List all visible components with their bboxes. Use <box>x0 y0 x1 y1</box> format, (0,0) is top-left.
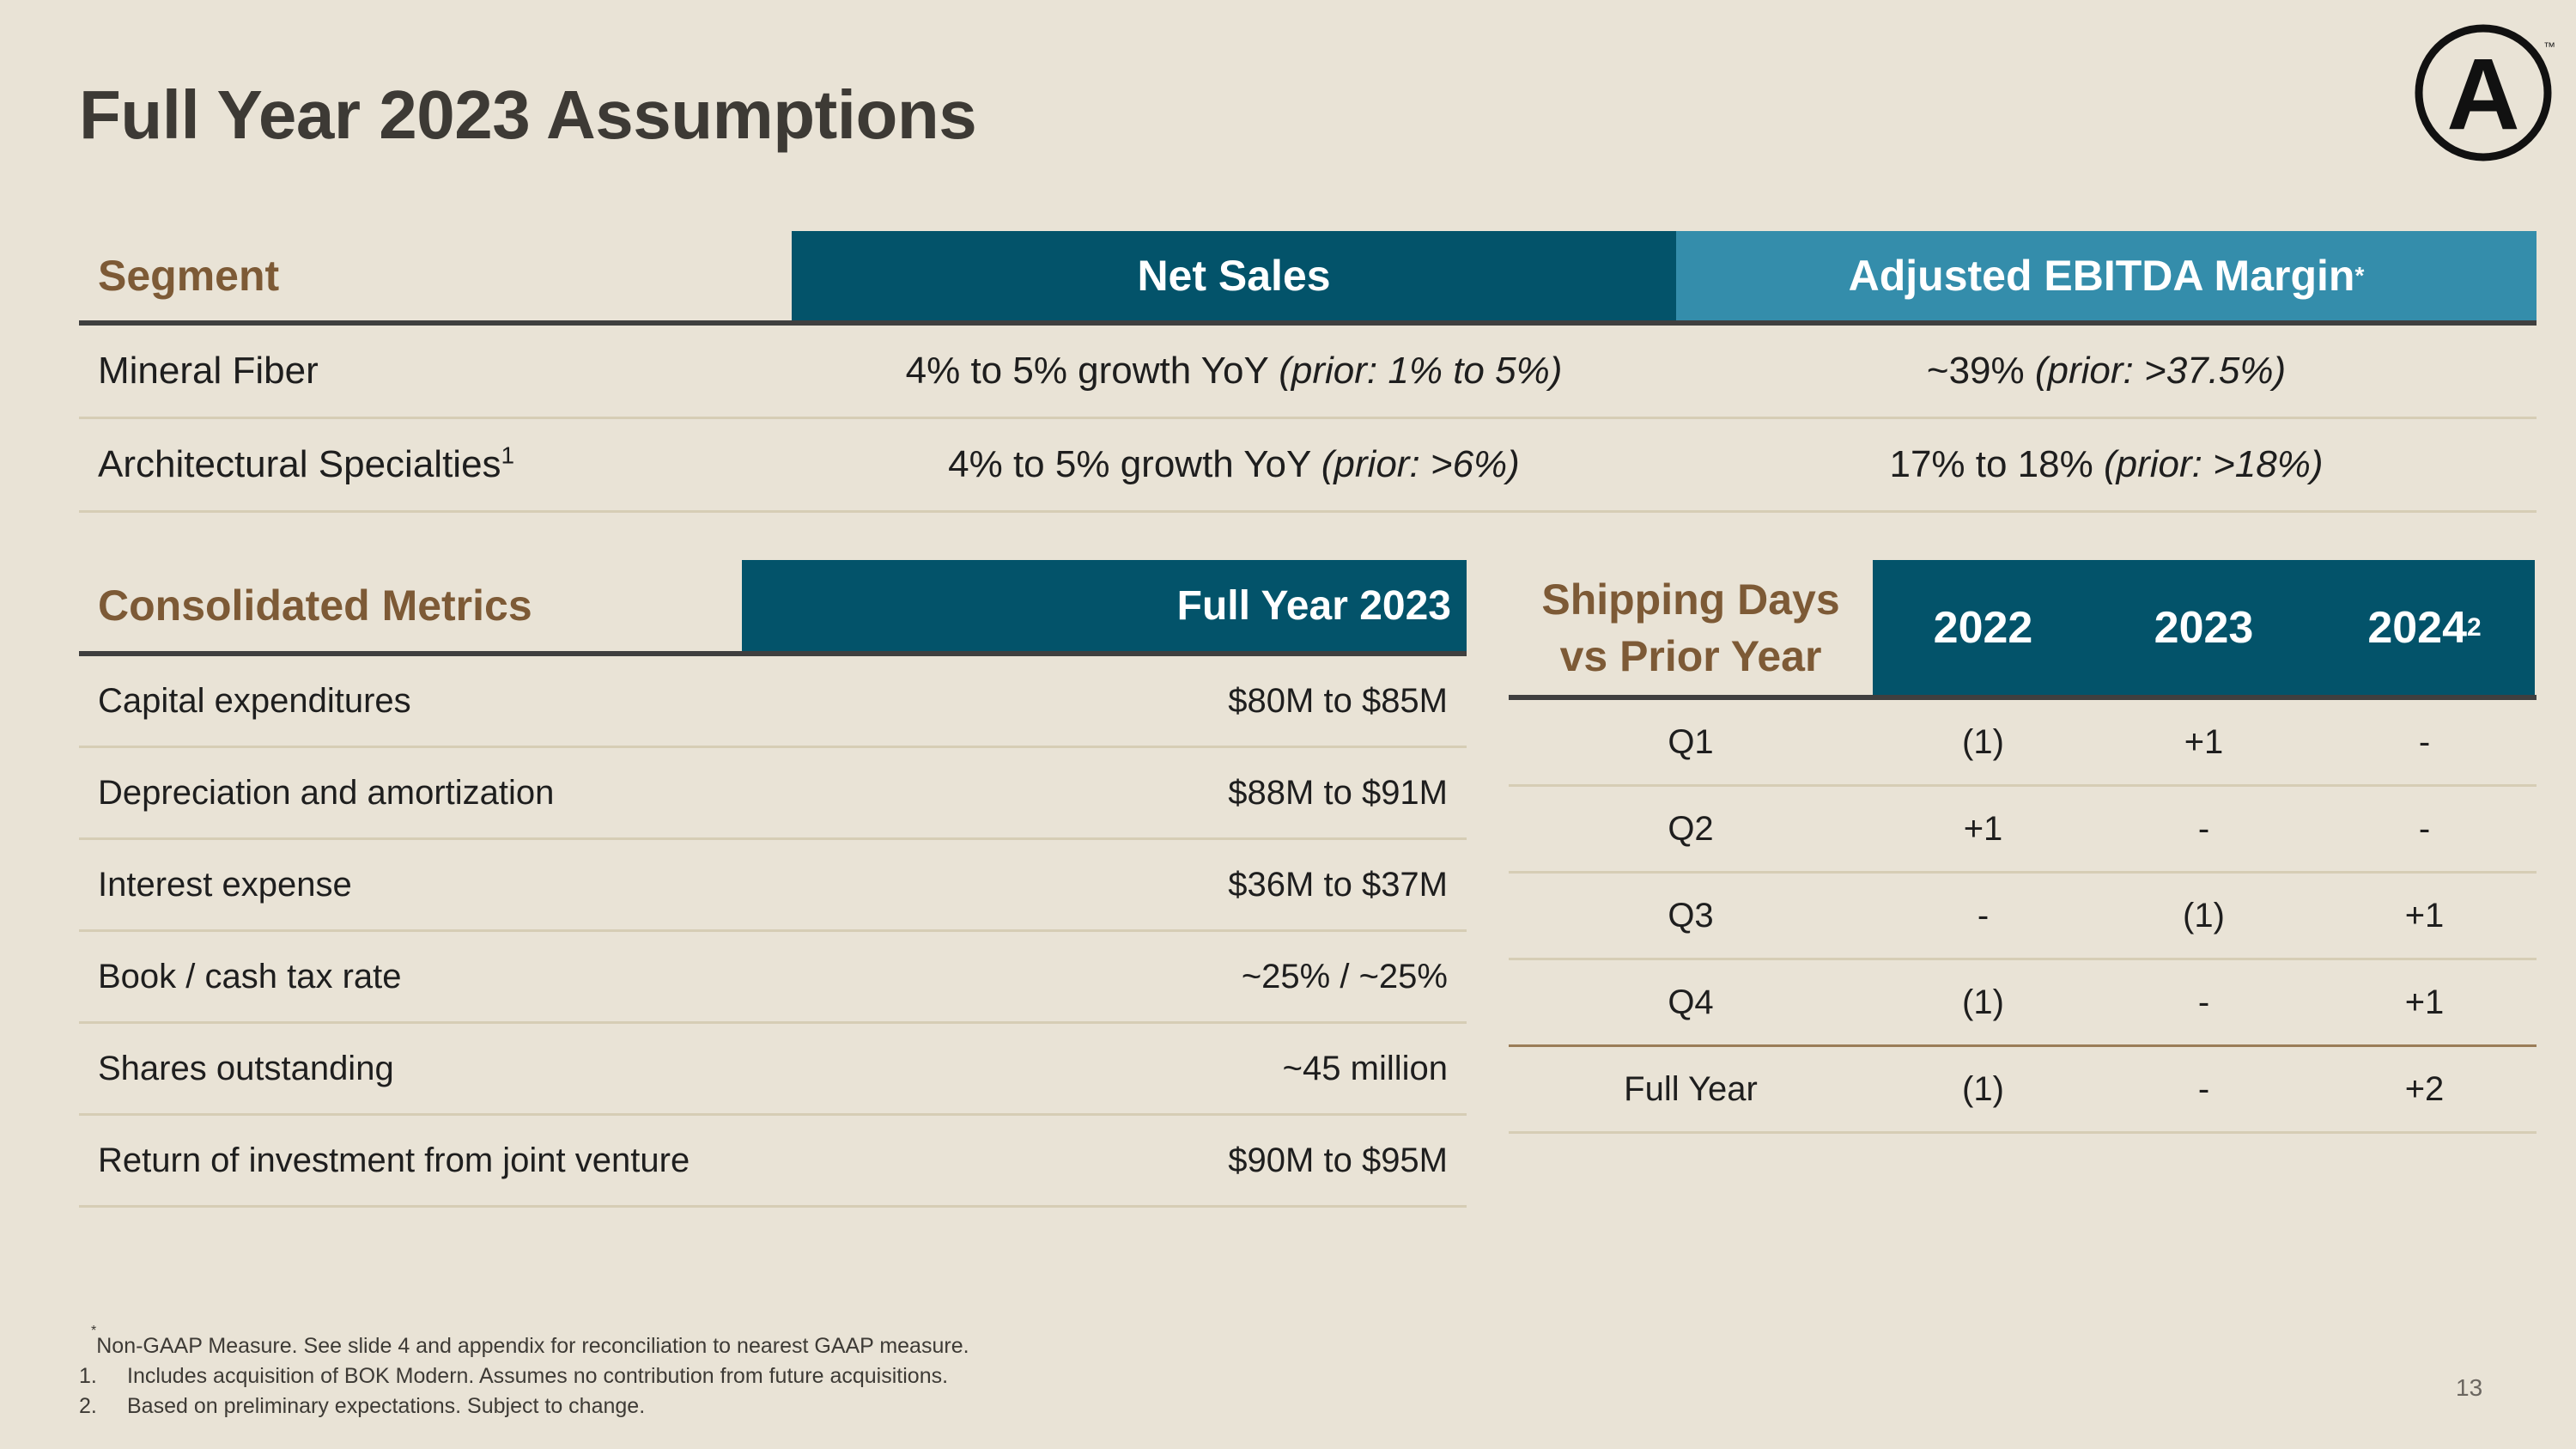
table-row: Book / cash tax rate ~25% / ~25% <box>79 932 1467 1024</box>
metric-label: Capital expenditures <box>98 681 411 720</box>
year-2024-header: 2024 2 <box>2314 560 2535 695</box>
cell-value: - <box>1977 896 1990 935</box>
ebitda-value: 17% to 18% (prior: >18%) <box>1889 443 2324 485</box>
metric-value: $80M to $85M <box>1228 681 1448 720</box>
cell-value: (1) <box>1962 1069 2004 1108</box>
cell-value: +2 <box>2404 1069 2445 1108</box>
metric-label: Interest expense <box>98 865 352 904</box>
footnote-2: 2. Based on preliminary expectations. Sub… <box>79 1394 646 1418</box>
metric-value: $88M to $91M <box>1228 773 1448 812</box>
cell-value: (1) <box>2183 896 2225 935</box>
cell-value: - <box>2197 983 2210 1021</box>
full-year-label: Full Year <box>1624 1069 1758 1108</box>
segment-name: Mineral Fiber <box>98 350 319 392</box>
footnote-1-mark: 1 <box>501 441 515 469</box>
quarter-label: Q1 <box>1668 722 1714 761</box>
cell-value: (1) <box>1962 722 2004 761</box>
page-number: 13 <box>2456 1374 2483 1401</box>
table-row: Capital expenditures $80M to $85M <box>79 656 1467 748</box>
consolidated-header: Consolidated Metrics Full Year 2023 <box>79 560 1467 656</box>
cell-value: - <box>2197 809 2210 848</box>
metric-value: $36M to $37M <box>1228 865 1448 904</box>
segment-name: Architectural Specialties1 <box>98 441 515 485</box>
shipping-days-title: Shipping Days vs Prior Year <box>1541 575 1840 680</box>
cell-value: +1 <box>2404 896 2445 935</box>
segment-table-header: Segment Net Sales Adjusted EBITDA Margin… <box>79 231 2537 326</box>
table-row: Q4 (1) - +1 <box>1509 960 2537 1047</box>
quarter-label: Q4 <box>1668 983 1714 1021</box>
table-row: Mineral Fiber 4% to 5% growth YoY (prior… <box>79 326 2537 419</box>
net-sales-value: 4% to 5% growth YoY (prior: 1% to 5%) <box>905 350 1563 392</box>
net-sales-header: Net Sales <box>792 231 1676 320</box>
ebitda-value: ~39% (prior: >37.5%) <box>1926 350 2287 392</box>
consolidated-metrics-header: Consolidated Metrics <box>98 581 532 630</box>
svg-text:A: A <box>2446 38 2519 151</box>
table-row: Depreciation and amortization $88M to $9… <box>79 748 1467 840</box>
ebitda-header: Adjusted EBITDA Margin * <box>1676 231 2537 320</box>
year-2023-header: 2023 <box>2093 560 2314 695</box>
cell-value: +1 <box>2404 983 2445 1021</box>
shipping-days-header: Shipping Days vs Prior Year 2022 2023 202… <box>1509 560 2537 700</box>
metric-value: ~45 million <box>1282 1049 1448 1087</box>
metric-value: $90M to $95M <box>1228 1141 1448 1179</box>
metric-label: Depreciation and amortization <box>98 773 555 812</box>
armstrong-logo-icon: A <box>2415 24 2552 161</box>
ebitda-header-label: Adjusted EBITDA Margin <box>1848 252 2355 300</box>
segment-header: Segment <box>98 252 280 300</box>
cell-value: - <box>2418 722 2431 761</box>
table-row: Architectural Specialties1 4% to 5% grow… <box>79 419 2537 513</box>
net-sales-value: 4% to 5% growth YoY (prior: >6%) <box>948 443 1520 485</box>
page-title: Full Year 2023 Assumptions <box>79 76 977 153</box>
trademark-mark: ™ <box>2543 40 2555 53</box>
metric-value: ~25% / ~25% <box>1241 957 1448 995</box>
table-row: Shares outstanding ~45 million <box>79 1024 1467 1116</box>
table-row: Interest expense $36M to $37M <box>79 840 1467 932</box>
cell-value: +1 <box>2184 722 2224 761</box>
full-year-2023-header: Full Year 2023 <box>742 560 1467 651</box>
table-row-total: Full Year (1) - +2 <box>1509 1047 2537 1134</box>
table-row: Return of investment from joint venture … <box>79 1116 1467 1208</box>
footnote-non-gaap: * Non-GAAP Measure. See slide 4 and appen… <box>91 1324 969 1359</box>
cell-value: - <box>2197 1069 2210 1108</box>
cell-value: - <box>2418 809 2431 848</box>
quarter-label: Q2 <box>1668 809 1714 848</box>
quarter-label: Q3 <box>1668 896 1714 935</box>
consolidated-metrics-table: Consolidated Metrics Full Year 2023 Capi… <box>79 560 1467 1208</box>
footnote-1: 1. Includes acquisition of BOK Modern. As… <box>79 1364 949 1388</box>
metric-label: Return of investment from joint venture <box>98 1141 690 1179</box>
year-2022-header: 2022 <box>1873 560 2093 695</box>
shipping-days-table: Shipping Days vs Prior Year 2022 2023 202… <box>1509 560 2537 1134</box>
table-row: Q2 +1 - - <box>1509 787 2537 874</box>
cell-value: (1) <box>1962 983 2004 1021</box>
cell-value: +1 <box>1963 809 2003 848</box>
metric-label: Book / cash tax rate <box>98 957 402 995</box>
footnotes: * Non-GAAP Measure. See slide 4 and appen… <box>79 1324 969 1422</box>
metric-label: Shares outstanding <box>98 1049 394 1087</box>
table-row: Q3 - (1) +1 <box>1509 874 2537 960</box>
table-row: Q1 (1) +1 - <box>1509 700 2537 787</box>
segment-table: Segment Net Sales Adjusted EBITDA Margin… <box>79 231 2537 513</box>
